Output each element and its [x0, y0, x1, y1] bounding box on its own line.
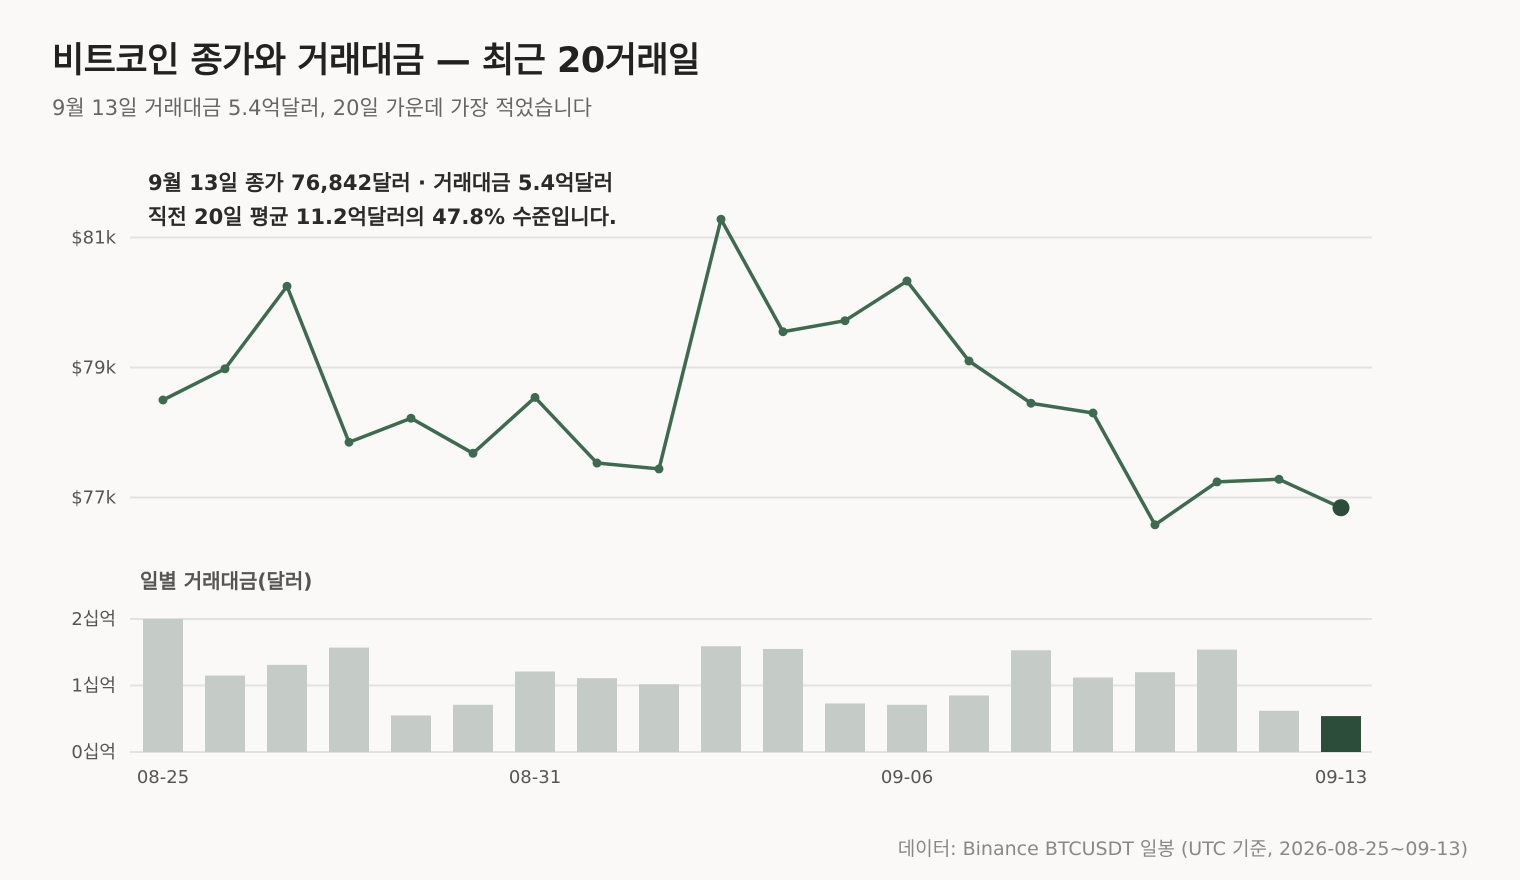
x-tick-label: 08-25 [137, 767, 189, 788]
volume-bar [1011, 650, 1051, 752]
price-point [902, 276, 912, 286]
price-point [778, 327, 788, 337]
x-tick-label: 08-31 [509, 767, 561, 788]
price-point [282, 281, 292, 291]
price-point [592, 458, 602, 468]
price-point [158, 395, 168, 405]
price-point [1150, 520, 1160, 530]
price-point [964, 356, 974, 366]
volume-series [143, 619, 1361, 752]
volume-bar [577, 678, 617, 752]
volume-bar [639, 684, 679, 752]
price-point [654, 464, 664, 474]
volume-bar [267, 664, 307, 752]
price-gridlines [130, 236, 1372, 499]
price-y-axis: $77k $79k $81k [71, 228, 116, 509]
volume-bar [1259, 710, 1299, 752]
x-tick-label: 09-06 [881, 767, 933, 788]
x-axis: 08-25 08-31 09-06 09-13 [137, 767, 1367, 788]
x-tick-label: 09-13 [1315, 767, 1367, 788]
volume-bar [949, 695, 989, 752]
price-point [220, 364, 230, 374]
price-point-latest [1332, 499, 1350, 517]
annotation-line-1: 9월 13일 종가 76,842달러 · 거래대금 5.4억달러 [148, 171, 613, 195]
volume-bar [763, 648, 803, 752]
volume-bar [1073, 677, 1113, 752]
price-point [344, 437, 354, 447]
price-point [840, 316, 850, 326]
volume-panel-label: 일별 거래대금(달러) [140, 569, 312, 593]
volume-bar [391, 715, 431, 752]
price-point [1274, 474, 1284, 484]
data-source-note: 데이터: Binance BTCUSDT 일봉 (UTC 기준, 2026-08… [897, 838, 1468, 860]
volume-bar [515, 671, 555, 752]
volume-bar [453, 704, 493, 752]
volume-bar [887, 704, 927, 752]
annotation-line-2: 직전 20일 평균 11.2억달러의 47.8% 수준입니다. [148, 205, 617, 229]
volume-y-tick-label: 2십억 [71, 609, 116, 630]
price-point [1088, 408, 1098, 418]
volume-gridlines [130, 618, 1372, 753]
price-point [530, 392, 540, 402]
price-point [1026, 398, 1036, 408]
price-line [161, 217, 1343, 527]
volume-bar-highlight [1321, 716, 1361, 752]
price-y-tick-label: $77k [71, 488, 116, 509]
volume-bar [825, 703, 865, 752]
price-point [1212, 477, 1222, 487]
chart-subtitle: 9월 13일 거래대금 5.4억달러, 20일 가운데 가장 적었습니다 [52, 96, 593, 120]
volume-bar [1197, 649, 1237, 752]
volume-bar [143, 619, 183, 752]
volume-bar [329, 647, 369, 752]
volume-y-tick-label: 1십억 [71, 676, 116, 697]
volume-bar [701, 646, 741, 752]
volume-bar [1135, 672, 1175, 752]
price-series [158, 214, 1350, 530]
volume-bar [205, 675, 245, 752]
price-point [406, 413, 416, 423]
price-y-tick-label: $79k [71, 358, 116, 379]
volume-y-axis: 0십억 1십억 2십억 [71, 609, 116, 763]
volume-y-tick-label: 0십억 [71, 742, 116, 763]
price-point [468, 448, 478, 458]
price-y-tick-label: $81k [71, 228, 116, 249]
chart-title: 비트코인 종가와 거래대금 — 최근 20거래일 [52, 41, 700, 81]
price-point [716, 214, 726, 224]
